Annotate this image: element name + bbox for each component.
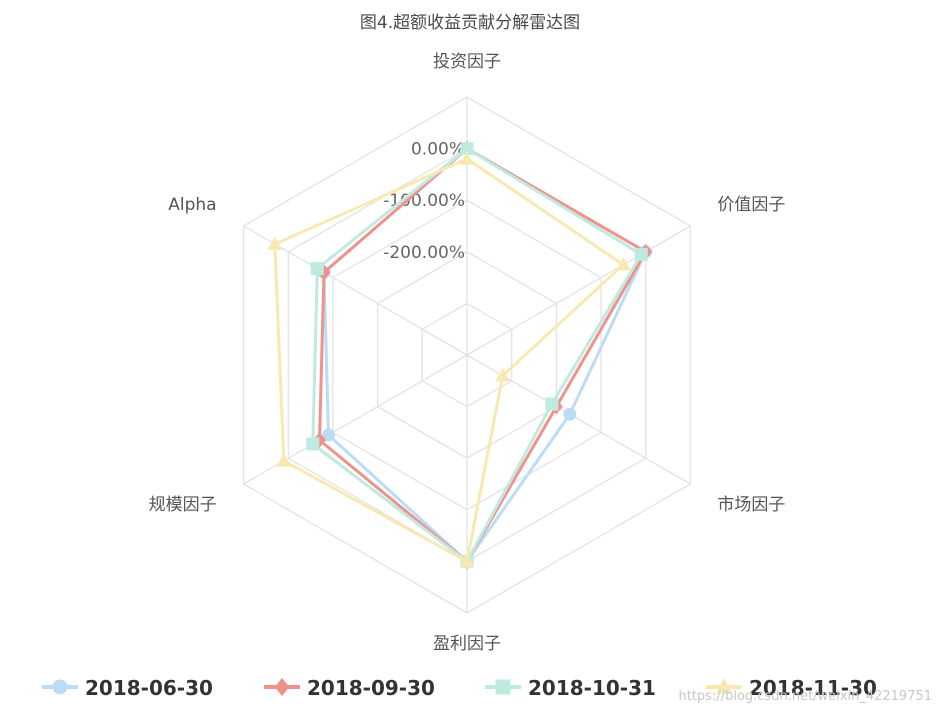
watermark-text: https://blog.csdn.net/weixin_42219751	[678, 689, 932, 704]
legend-marker	[274, 678, 290, 696]
radar-grid	[242, 96, 692, 614]
data-point	[616, 256, 631, 271]
legend-item[interactable]: 2018-10-31	[485, 676, 656, 700]
grid-spoke	[243, 225, 468, 356]
axis-label: 价值因子	[717, 195, 785, 215]
legend-item[interactable]: 2018-09-30	[264, 676, 435, 700]
data-point	[459, 553, 475, 568]
axis-label: 市场因子	[717, 495, 785, 515]
legend-label: 2018-09-30	[307, 676, 435, 700]
tick-label: -200.00%	[383, 243, 465, 263]
legend-marker	[495, 679, 511, 695]
tick-label: 0.00%	[411, 140, 465, 160]
radar-series	[267, 140, 653, 570]
legend-item[interactable]: 2018-06-30	[42, 676, 213, 700]
legend-marker	[52, 679, 68, 695]
chart-title: 图4.超额收益贡献分解雷达图	[360, 13, 580, 33]
grid-spoke	[466, 225, 691, 356]
axis-label: Alpha	[168, 195, 216, 215]
data-point	[267, 236, 282, 250]
data-point	[306, 437, 320, 451]
data-point	[545, 397, 559, 411]
legend-label: 2018-06-30	[85, 676, 213, 700]
data-point	[460, 142, 474, 156]
tick-label: -100.00%	[383, 191, 465, 211]
axis-label: 投资因子	[433, 52, 501, 72]
data-point	[276, 453, 291, 467]
data-point	[495, 367, 510, 382]
axis-label: 规模因子	[149, 495, 217, 515]
radar-tick-labels: 0.00% -100.00% -200.00%	[383, 140, 465, 263]
legend-marker	[715, 678, 733, 694]
data-point	[634, 247, 648, 261]
series-2018-11-30	[267, 151, 631, 568]
legend-label: 2018-11-30	[749, 676, 877, 700]
axis-label: 盈利因子	[433, 634, 501, 654]
legend-label: 2018-10-31	[528, 676, 656, 700]
data-point	[322, 428, 335, 442]
legend-item[interactable]: 2018-11-30	[706, 676, 877, 700]
data-point	[310, 262, 324, 276]
data-point	[563, 407, 577, 421]
grid-spoke	[243, 354, 468, 485]
data-point	[459, 151, 475, 165]
chart-legend[interactable]: 2018-06-30 2018-09-30 2018-10-31 2018-11-30	[42, 676, 877, 700]
series-line	[311, 147, 643, 563]
